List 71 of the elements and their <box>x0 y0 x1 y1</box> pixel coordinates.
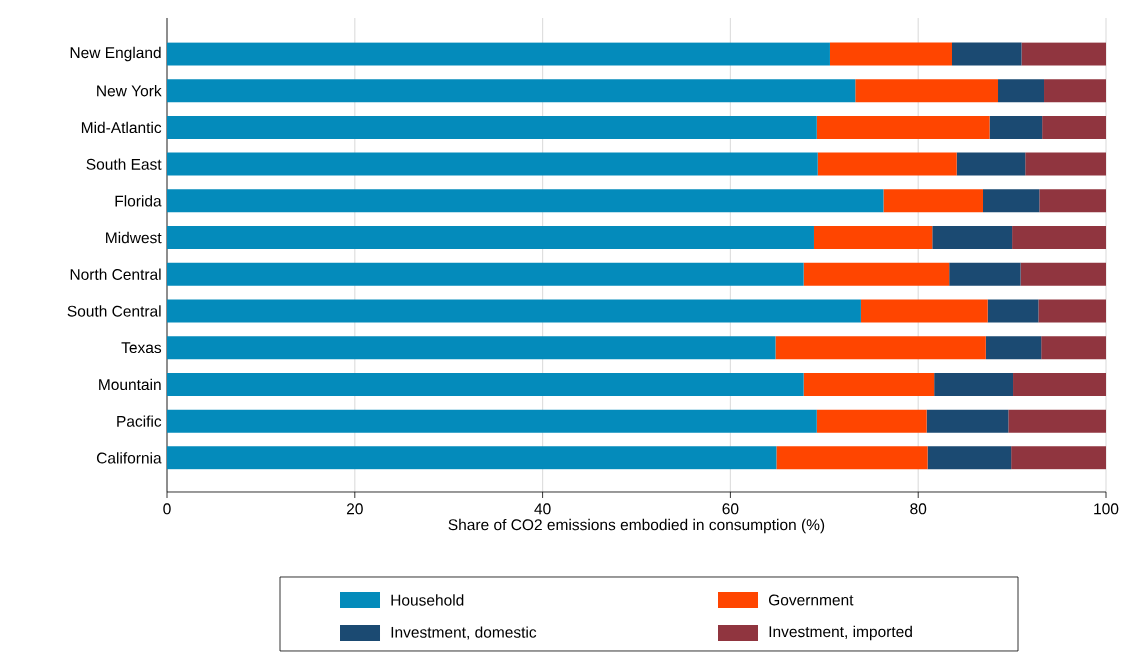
bar <box>956 152 1026 176</box>
bar <box>927 446 1012 470</box>
x-tick-label: 80 <box>910 503 927 515</box>
bar <box>167 446 777 470</box>
bar <box>829 42 952 66</box>
y-tick-label: Mountain <box>99 378 161 391</box>
bar <box>989 115 1043 139</box>
x-tick-label: 40 <box>534 503 551 515</box>
bar <box>775 336 986 360</box>
bar <box>926 409 1009 433</box>
bar <box>1039 189 1106 213</box>
bar <box>813 226 933 250</box>
bar <box>167 152 818 176</box>
legend-label: Household <box>391 594 464 606</box>
y-tick-label: New York <box>97 85 162 97</box>
y-tick-label: Florida <box>115 195 162 207</box>
bar <box>1012 226 1106 250</box>
y-tick-label: North Central <box>70 268 161 280</box>
bar <box>1011 446 1106 470</box>
bar <box>167 372 804 396</box>
bar <box>817 152 957 176</box>
bar <box>934 372 1014 396</box>
bar <box>1038 299 1106 323</box>
y-tick-label: Midwest <box>106 231 162 244</box>
bar <box>1008 409 1106 433</box>
bar <box>883 189 983 213</box>
bar <box>1020 262 1106 286</box>
y-tick-label: New England <box>70 46 161 62</box>
x-tick-label: 60 <box>722 503 739 515</box>
bar <box>860 299 988 323</box>
y-tick-label: California <box>96 452 162 464</box>
bar <box>816 409 927 433</box>
bar <box>985 336 1042 360</box>
bar <box>998 79 1045 103</box>
bar <box>776 446 928 470</box>
y-tick-label: Texas <box>121 342 162 354</box>
x-tick-label: 100 <box>1094 503 1119 515</box>
bar <box>1044 79 1106 103</box>
x-axis-title: Share of CO2 emissions embodied in consumption (%) <box>448 518 825 534</box>
y-tick-label: South East <box>86 158 162 170</box>
bar <box>855 79 999 103</box>
y-tick-label: Mid-Atlantic <box>81 121 162 134</box>
bar <box>1025 152 1106 176</box>
bar <box>167 42 830 66</box>
x-tick-label: 20 <box>346 503 363 515</box>
bar <box>167 299 861 323</box>
bar <box>167 409 817 433</box>
bar <box>982 189 1040 213</box>
bar <box>1042 115 1106 139</box>
bar <box>949 262 1021 286</box>
legend-label: Investment, imported <box>769 625 912 641</box>
bar <box>987 299 1039 323</box>
y-tick-label: Pacific <box>117 415 162 427</box>
bar <box>167 189 884 213</box>
bar <box>167 336 776 360</box>
bar <box>932 226 1013 250</box>
bar <box>803 262 950 286</box>
bar <box>816 115 990 139</box>
legend-label: Investment, domestic <box>391 626 537 640</box>
bar <box>167 226 814 250</box>
bar <box>167 262 804 286</box>
bar <box>167 115 817 139</box>
bar <box>803 372 935 396</box>
bar <box>952 42 1022 66</box>
legend-label: Government <box>768 594 854 606</box>
x-tick-label: 0 <box>163 503 171 515</box>
bar <box>167 79 856 103</box>
bar <box>1021 42 1106 66</box>
y-tick-label: South Central <box>67 305 161 317</box>
bar <box>1013 372 1106 396</box>
bar <box>1041 336 1106 360</box>
